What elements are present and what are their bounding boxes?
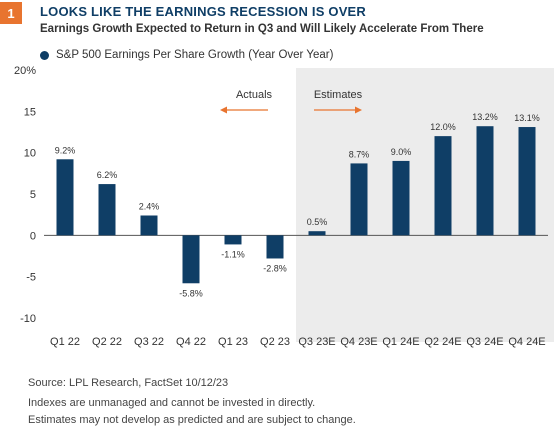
bar-value-label: 6.2% [97,170,118,180]
actuals-arrow-head [220,106,227,114]
x-category-label: Q1 23 [218,336,248,348]
disclaimer-estimates: Estimates may not develop as predicted a… [28,414,356,426]
bar [98,184,116,236]
bar [308,231,326,236]
chart-subtitle: Earnings Growth Expected to Return in Q3… [40,23,484,35]
bar-value-label: 9.0% [391,147,412,157]
y-tick-label: -10 [20,313,36,325]
bar [350,163,368,236]
y-tick-label: 15 [24,106,36,118]
bar-value-label: 9.2% [55,145,76,155]
x-category-label: Q2 24E [424,336,461,348]
legend-label: S&P 500 Earnings Per Share Growth (Year … [56,49,334,61]
figure-number-badge: 1 [0,2,22,24]
x-category-label: Q1 24E [382,336,419,348]
disclaimer-index: Indexes are unmanaged and cannot be inve… [28,397,316,409]
bar-value-label: 13.1% [514,113,540,123]
bar [518,127,536,236]
bar-value-label: -5.8% [179,288,203,298]
bar-value-label: 8.7% [349,149,370,159]
x-category-label: Q3 24E [466,336,503,348]
chart-legend: S&P 500 Earnings Per Share Growth (Year … [40,49,333,61]
bar [434,136,452,236]
estimates-arrow-head [355,106,362,114]
bar [182,235,200,284]
bar-value-label: -1.1% [221,249,245,259]
x-category-label: Q1 22 [50,336,80,348]
legend-swatch [40,50,49,60]
y-tick-label: 5 [30,189,36,201]
x-category-label: Q3 23E [298,336,335,348]
bar-value-label: 13.2% [472,112,498,122]
y-tick-label: 10 [24,148,36,160]
estimates-annotation: Estimates [314,89,363,101]
x-category-label: Q4 23E [340,336,377,348]
bar [476,126,494,236]
bar [140,215,158,236]
bar [266,235,284,259]
estimates-shaded-region [296,68,554,342]
actuals-annotation: Actuals [236,89,273,101]
y-tick-label: 0 [30,230,36,242]
chart-title: LOOKS LIKE THE EARNINGS RECESSION IS OVE… [40,4,367,19]
source-note: Source: LPL Research, FactSet 10/12/23 [28,377,229,389]
bar [224,235,242,245]
x-category-label: Q2 23 [260,336,290,348]
x-category-label: Q4 24E [508,336,545,348]
bar-value-label: -2.8% [263,263,287,273]
bar-value-label: 12.0% [430,122,456,132]
x-category-label: Q3 22 [134,336,164,348]
bar [392,160,410,236]
x-category-label: Q2 22 [92,336,122,348]
x-category-label: Q4 22 [176,336,206,348]
bar-value-label: 2.4% [139,201,160,211]
bar [56,159,74,236]
y-tick-label: 20% [14,65,36,77]
bar-value-label: 0.5% [307,217,328,227]
y-tick-label: -5 [26,272,36,284]
